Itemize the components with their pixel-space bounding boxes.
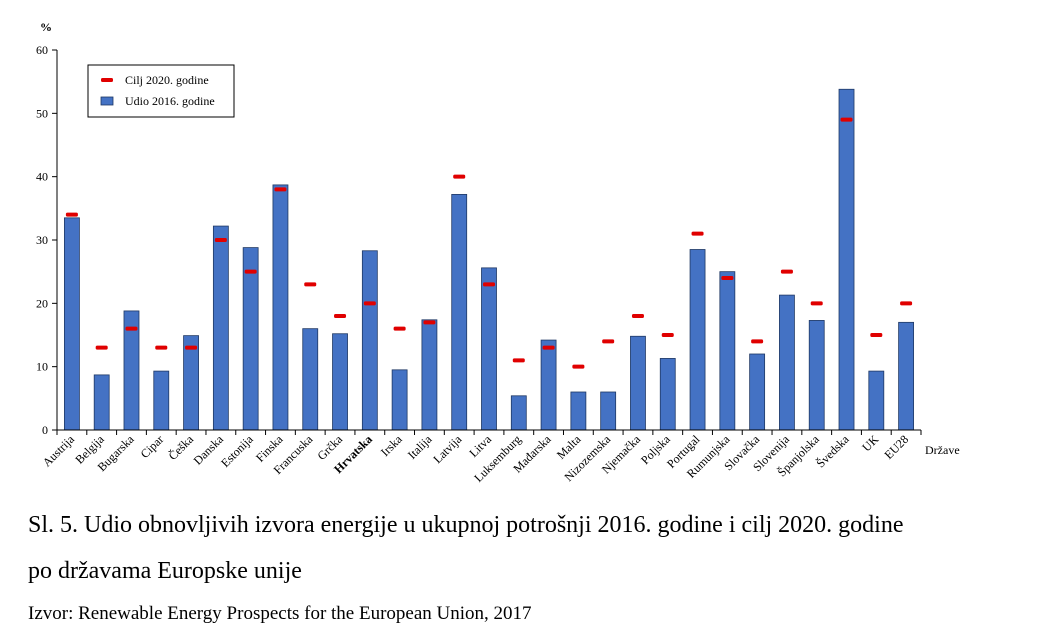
x-tick-label: Estonija [218, 432, 256, 470]
bar [689, 249, 706, 431]
figure-caption-continued: po državama Europske unije [28, 558, 302, 584]
bar [242, 247, 259, 431]
target-marker [780, 269, 793, 274]
x-axis-label: Države [925, 443, 960, 457]
y-axis: 0 10 20 30 40 50 60% [36, 20, 58, 437]
bar [779, 294, 795, 431]
bar [719, 271, 736, 431]
bar [898, 321, 915, 431]
bar [630, 335, 646, 431]
y-tick-label: 20 [36, 296, 48, 310]
target-marker [274, 187, 287, 192]
bar [510, 395, 527, 431]
target-marker [840, 117, 853, 122]
target-marker [691, 231, 704, 236]
bar [808, 320, 825, 431]
figure-caption: Sl. 5. Udio obnovljivih izvora energije … [28, 512, 904, 538]
target-marker [393, 326, 406, 331]
x-tick-label: Austrija [40, 432, 78, 470]
target-marker [155, 345, 168, 350]
bar [183, 335, 199, 431]
legend: Cilj 2020. godine Udio 2016. godine [87, 64, 235, 118]
x-tick-label: Irska [378, 432, 405, 459]
target-marker [423, 320, 436, 325]
y-tick-label: 10 [36, 360, 48, 374]
bar [481, 267, 497, 431]
legend-bar-swatch [100, 96, 114, 106]
target-marker [542, 345, 555, 350]
target-marker [512, 358, 525, 363]
legend-marker-swatch [101, 78, 113, 82]
bar [838, 88, 855, 431]
x-tick-label: EU28 [882, 432, 912, 462]
legend-label-share: Udio 2016. godine [125, 94, 215, 108]
target-marker [304, 282, 317, 287]
target-marker [751, 339, 764, 344]
target-marker [721, 276, 734, 280]
y-tick-label: 60 [36, 43, 48, 57]
bar [93, 374, 110, 431]
target-marker [95, 345, 108, 350]
target-marker [125, 326, 138, 331]
bar [153, 370, 170, 431]
target-marker [244, 269, 257, 274]
bar [63, 217, 80, 431]
bar [600, 391, 617, 431]
bar [212, 225, 229, 431]
bar [302, 328, 319, 431]
target-marker [900, 301, 913, 306]
bar [332, 333, 348, 431]
bar [391, 369, 408, 431]
target-marker [185, 345, 198, 350]
target-marker [214, 238, 227, 242]
bars [63, 88, 915, 431]
bar [659, 358, 676, 431]
y-tick-label: 40 [36, 170, 48, 184]
y-tick-label: 0 [42, 423, 48, 437]
figure-source: Izvor: Renewable Energy Prospects for th… [28, 603, 532, 624]
y-tick-label: 30 [36, 233, 48, 247]
x-tick-label: Cipar [138, 432, 167, 461]
x-tick-label: Latvija [430, 432, 464, 466]
target-marker [363, 301, 376, 306]
y-tick-label: 50 [36, 106, 48, 120]
target-marker [453, 174, 466, 179]
target-marker [602, 339, 615, 344]
bar [570, 391, 587, 431]
x-tick-label: Švedska [813, 432, 852, 471]
legend-box [87, 64, 235, 118]
bar [272, 184, 289, 431]
legend-label-target: Cilj 2020. godine [125, 73, 209, 87]
target-marker [572, 364, 585, 369]
x-tick-label: UK [859, 432, 881, 454]
y-axis-label: % [40, 20, 52, 34]
target-marker [810, 301, 823, 306]
target-marker [631, 314, 644, 318]
target-marker [661, 333, 674, 337]
target-marker [483, 282, 495, 287]
bar [361, 250, 378, 431]
target-marker [334, 314, 347, 318]
target-marker [870, 333, 883, 337]
bar [749, 353, 766, 431]
target-markers [65, 117, 913, 369]
bar [868, 370, 885, 431]
bar [540, 339, 557, 431]
bar [451, 193, 468, 431]
bar [421, 319, 438, 431]
target-marker [65, 212, 78, 217]
